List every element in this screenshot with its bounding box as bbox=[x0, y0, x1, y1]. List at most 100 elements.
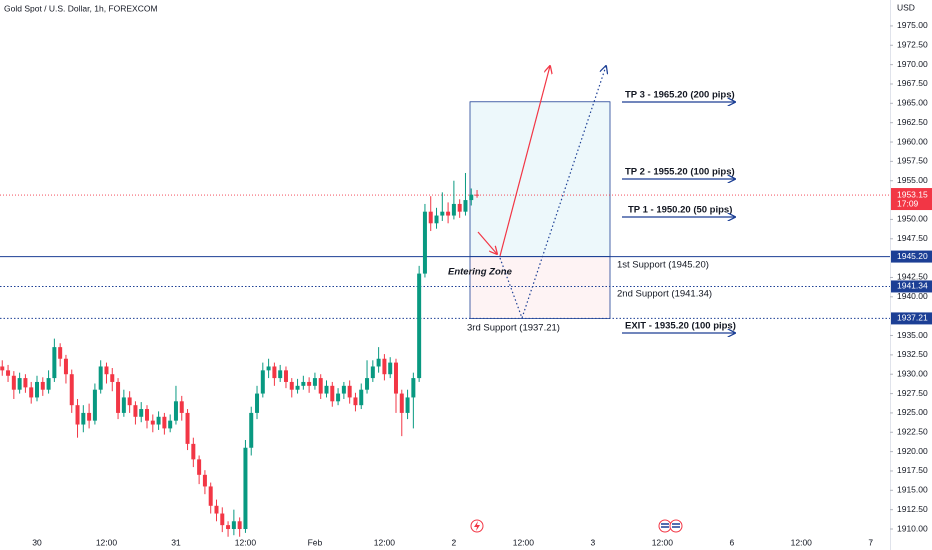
candle-body bbox=[451, 203, 456, 216]
y-tick-label: 1955.00 bbox=[897, 175, 928, 185]
candle-body bbox=[255, 393, 260, 413]
candle-body bbox=[237, 521, 242, 530]
candle-body bbox=[330, 385, 335, 402]
candle-body bbox=[440, 211, 445, 216]
candle-body bbox=[347, 385, 352, 398]
target-zone bbox=[469, 101, 611, 257]
candle-body bbox=[336, 393, 341, 402]
price-label-bg bbox=[891, 312, 932, 325]
x-tick-label: 12:00 bbox=[513, 537, 535, 547]
price-label: 1937.21 bbox=[897, 313, 928, 323]
candle-body bbox=[58, 347, 63, 359]
countdown-label: 17:09 bbox=[897, 198, 919, 208]
current-price-label: 1953.15 bbox=[897, 189, 928, 199]
candle-body bbox=[324, 385, 329, 394]
annotation: TP 1 - 1950.20 (50 pips) bbox=[628, 205, 732, 216]
candle-body bbox=[17, 378, 22, 390]
candle-body bbox=[34, 381, 39, 398]
candle-body bbox=[75, 405, 80, 425]
candle-body bbox=[249, 412, 254, 448]
candle-body bbox=[341, 385, 346, 394]
chart-title: Gold Spot / U.S. Dollar, 1h, FOREXCOM bbox=[4, 3, 158, 13]
y-tick-label: 1915.00 bbox=[897, 485, 928, 495]
y-tick-label: 1932.50 bbox=[897, 349, 928, 359]
candle-body bbox=[145, 409, 150, 421]
y-tick-label: 1957.50 bbox=[897, 156, 928, 166]
x-tick-label: 3 bbox=[590, 537, 595, 547]
forecast-arrow bbox=[499, 66, 550, 257]
candle-body bbox=[208, 486, 213, 506]
candle-body bbox=[405, 397, 410, 413]
candle-body bbox=[382, 358, 387, 375]
y-tick-label: 1950.00 bbox=[897, 214, 928, 224]
candle-body bbox=[318, 378, 323, 394]
y-tick-label: 1935.00 bbox=[897, 330, 928, 340]
candle-body bbox=[434, 215, 439, 224]
y-tick-label: 1922.50 bbox=[897, 427, 928, 437]
candle-body bbox=[52, 347, 57, 379]
candle-body bbox=[46, 378, 51, 390]
x-tick-label: 7 bbox=[868, 537, 873, 547]
candle-body bbox=[87, 412, 92, 421]
annotation: 1st Support (1945.20) bbox=[617, 260, 709, 271]
candle-body bbox=[353, 397, 358, 406]
candle-body bbox=[399, 393, 404, 413]
candle-body bbox=[11, 375, 16, 390]
candle-body bbox=[463, 200, 468, 212]
candle-body bbox=[231, 521, 236, 530]
candle-body bbox=[63, 358, 68, 375]
axis-unit: USD bbox=[897, 2, 915, 12]
candle-body bbox=[127, 397, 132, 406]
candle-body bbox=[446, 211, 451, 216]
candle-body bbox=[40, 381, 45, 390]
candle-body bbox=[150, 420, 155, 425]
candle-body bbox=[162, 416, 167, 429]
x-tick-label: 12:00 bbox=[652, 537, 674, 547]
x-tick-label: 12:00 bbox=[96, 537, 118, 547]
y-tick-label: 1912.50 bbox=[897, 504, 928, 514]
candle-body bbox=[376, 358, 381, 367]
annotation: TP 2 - 1955.20 (100 pips) bbox=[625, 167, 735, 178]
y-tick-label: 1972.50 bbox=[897, 40, 928, 50]
candle-body bbox=[307, 381, 312, 386]
candle-body bbox=[110, 374, 115, 382]
y-tick-label: 1930.00 bbox=[897, 368, 928, 378]
y-tick-label: 1962.50 bbox=[897, 117, 928, 127]
y-tick-label: 1970.00 bbox=[897, 59, 928, 69]
y-tick-label: 1917.50 bbox=[897, 465, 928, 475]
candle-body bbox=[226, 525, 231, 530]
x-tick-label: 6 bbox=[729, 537, 734, 547]
event-icon bbox=[470, 519, 484, 533]
y-tick-label: 1940.00 bbox=[897, 291, 928, 301]
candle-body bbox=[92, 389, 97, 421]
candle-body bbox=[139, 409, 144, 417]
candle-body bbox=[104, 366, 109, 375]
x-tick-label: 12:00 bbox=[791, 537, 813, 547]
candle-body bbox=[417, 273, 422, 379]
candle-body bbox=[411, 378, 416, 398]
annotation: TP 3 - 1965.20 (200 pips) bbox=[625, 90, 735, 101]
candle-body bbox=[243, 447, 248, 530]
candle-body bbox=[116, 381, 121, 413]
candle-body bbox=[370, 366, 375, 379]
candle-body bbox=[156, 416, 161, 425]
candle-body bbox=[388, 362, 393, 375]
candle-body bbox=[173, 401, 178, 421]
candle-body bbox=[475, 194, 480, 196]
candle-body bbox=[359, 389, 364, 406]
y-tick-label: 1975.00 bbox=[897, 20, 928, 30]
price-label: 1945.20 bbox=[897, 251, 928, 261]
x-tick-label: 30 bbox=[32, 537, 42, 547]
y-tick-label: 1960.00 bbox=[897, 136, 928, 146]
forecast-arrow bbox=[499, 66, 606, 320]
candle-body bbox=[428, 211, 433, 224]
candle-body bbox=[260, 370, 265, 394]
x-tick-label: 12:00 bbox=[235, 537, 257, 547]
candle-body bbox=[98, 366, 103, 390]
candle-body bbox=[283, 370, 288, 382]
price-label: 1941.34 bbox=[897, 281, 928, 291]
candle-body bbox=[185, 412, 190, 444]
candle-body bbox=[220, 513, 225, 526]
